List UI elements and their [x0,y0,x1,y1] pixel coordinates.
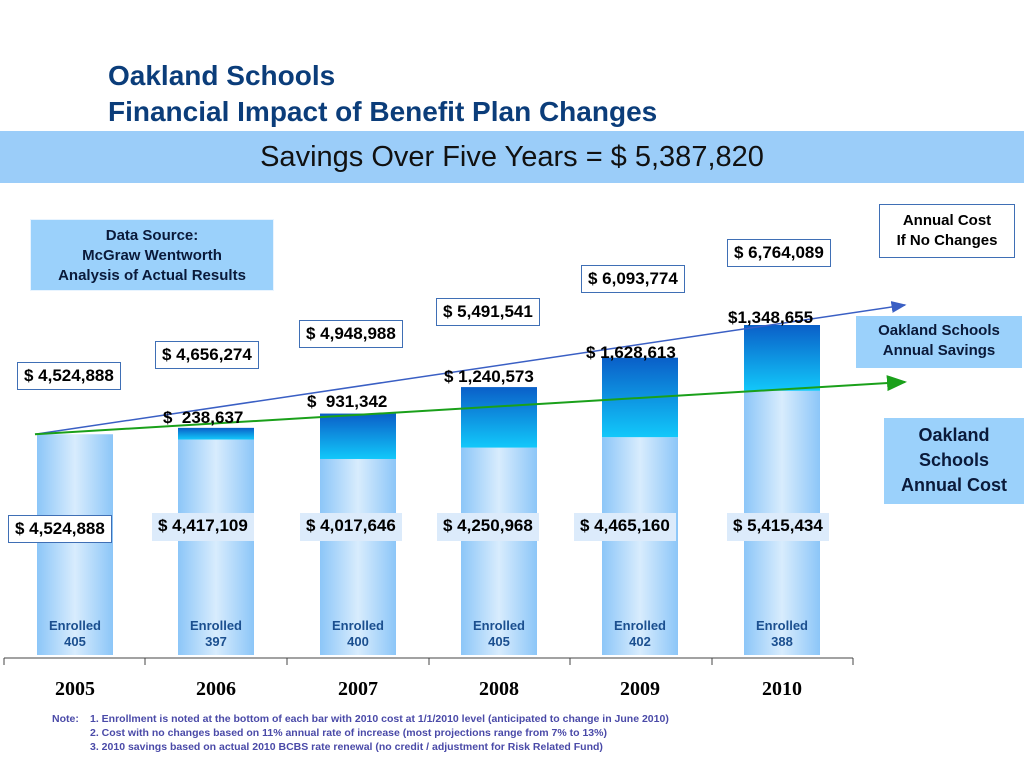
legend-savings-line2: Annual Savings [882,342,996,359]
no-change-trend-line [34,301,907,435]
cost-value-label: $ 4,250,968 [437,513,539,541]
data-source-line2: McGraw Wentworth [82,247,222,264]
no-change-value-label: $ 4,948,988 [299,320,403,348]
data-source-line3: Analysis of Actual Results [58,267,246,284]
cost-value-label: $ 4,417,109 [152,513,254,541]
cost-value-label: $ 5,415,434 [727,513,829,541]
enrollment-label: Enrolled 405 [30,618,120,650]
savings-value-label: $ 238,637 [163,408,244,427]
cost-value-label: $ 4,017,646 [300,513,402,541]
no-change-value-label: $ 5,491,541 [436,298,540,326]
notes-label: Note: [52,713,79,725]
savings-bar [320,413,396,459]
savings-value-label: $1,348,655 [728,308,814,327]
no-change-value-label: $ 4,524,888 [17,362,121,390]
enrollment-label: Enrolled 388 [737,618,827,650]
enrollment-count: 402 [629,634,651,649]
enrollment-label: Enrolled 397 [171,618,261,650]
no-change-value-label: $ 6,093,774 [581,265,685,293]
enrollment-label: Enrolled 402 [595,618,685,650]
enrollment-prefix: Enrolled [331,618,384,633]
x-tick-label: 2006 [196,678,236,700]
cost-value-label: $ 4,465,160 [574,513,676,541]
legend-cost-if-no-changes: Annual Cost If No Changes [879,204,1015,258]
legend-annual-cost: Oakland Schools Annual Cost [884,418,1024,504]
x-tick-label: 2009 [620,678,660,700]
enrollment-count: 388 [771,634,793,649]
cost-bar [461,447,537,655]
title-line-1: Oakland Schools [108,60,336,91]
legend-cost-if-line2: If No Changes [896,232,998,249]
enrollment-count: 397 [205,634,227,649]
cost-bar [602,437,678,655]
cost-bar [178,439,254,655]
savings-value-label: $ 1,628,613 [586,343,676,362]
enrollment-prefix: Enrolled [472,618,525,633]
savings-bar [178,427,254,440]
data-source-box: Data Source: McGraw Wentworth Analysis o… [30,219,274,291]
enrollment-count: 400 [347,634,369,649]
enrollment-label: Enrolled 405 [454,618,544,650]
x-tick-label: 2005 [55,678,95,700]
savings-bar [461,387,537,448]
enrollment-count: 405 [64,634,86,649]
legend-cost-line1: Oakland [918,425,990,445]
note-line-2: 2. Cost with no changes based on 11% ann… [90,727,607,739]
savings-value-label: $ 1,240,573 [444,367,534,386]
enrollment-prefix: Enrolled [189,618,242,633]
enrollment-prefix: Enrolled [613,618,666,633]
no-change-value-label: $ 6,764,089 [727,239,831,267]
cost-value-label: $ 4,524,888 [8,515,112,543]
savings-banner: Savings Over Five Years = $ 5,387,820 [0,131,1024,183]
savings-bar [744,325,820,391]
legend-cost-if-line1: Annual Cost [902,212,992,229]
legend-cost-line3: Annual Cost [901,475,1007,495]
note-line-3: 3. 2010 savings based on actual 2010 BCB… [90,741,603,753]
savings-value-label: $ 931,342 [307,392,388,411]
legend-savings-line1: Oakland Schools [878,322,1000,339]
x-tick-label: 2007 [338,678,378,700]
enrollment-count: 405 [488,634,510,649]
cost-bar [320,458,396,655]
data-source-line1: Data Source: [105,227,199,244]
legend-cost-line2: Schools [918,450,989,470]
no-change-value-label: $ 4,656,274 [155,341,259,369]
cost-bar [37,434,113,655]
x-tick-label: 2008 [479,678,519,700]
enrollment-prefix: Enrolled [755,618,808,633]
enrollment-prefix: Enrolled [48,618,101,633]
cost-trend-line [34,375,907,436]
note-line-1: 1. Enrollment is noted at the bottom of … [90,713,669,725]
savings-banner-text: Savings Over Five Years = $ 5,387,820 [260,141,764,173]
title-line-2: Financial Impact of Benefit Plan Changes [108,96,658,127]
legend-annual-savings: Oakland Schools Annual Savings [856,316,1022,368]
enrollment-label: Enrolled 400 [313,618,403,650]
x-tick-label: 2010 [762,678,802,700]
